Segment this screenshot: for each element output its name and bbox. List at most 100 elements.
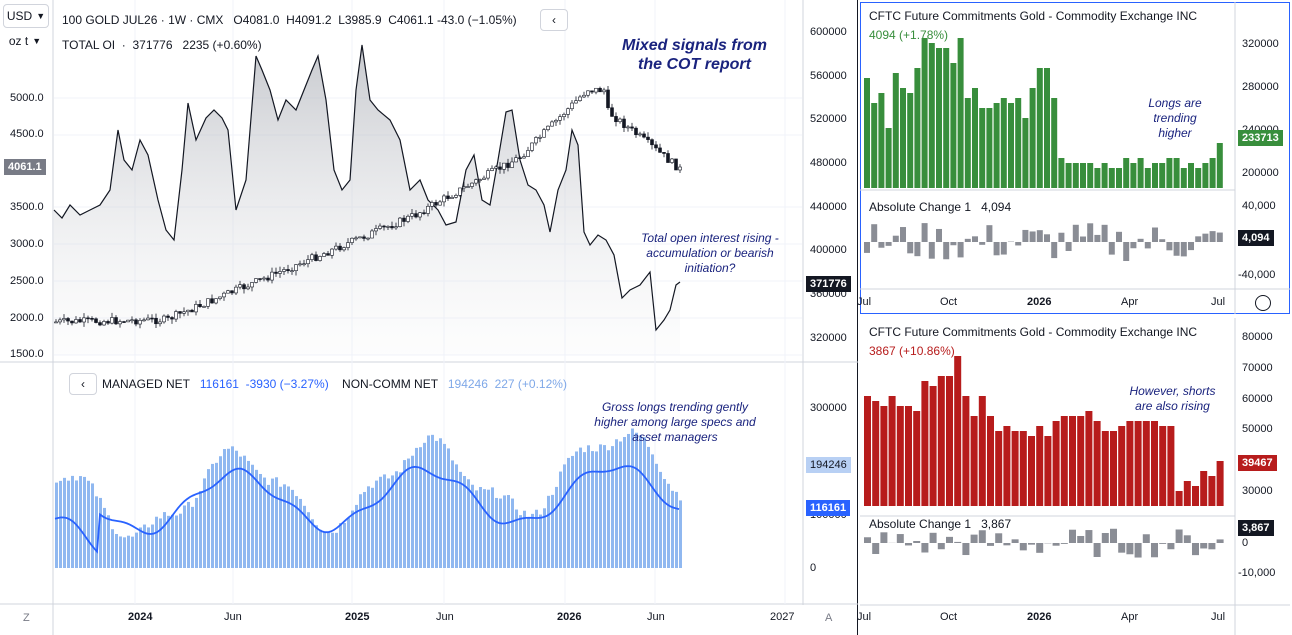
managed-net-line	[54, 465, 680, 554]
longs-change-bar	[928, 242, 935, 259]
longs-bar	[1094, 168, 1101, 188]
candle-body	[174, 311, 178, 320]
noncomm-bar	[563, 464, 566, 568]
longs-panel[interactable]	[860, 2, 1290, 314]
candle-body	[326, 253, 330, 256]
longs-change-bar	[1036, 230, 1043, 242]
candle-body	[206, 298, 210, 307]
timezone-button[interactable]: Z	[23, 612, 30, 624]
longs-change-bar	[1116, 231, 1122, 242]
longs-chart-canvas[interactable]	[860, 2, 1290, 314]
oi-value: 371776	[132, 38, 173, 52]
candle-body	[386, 226, 390, 228]
shorts-bar	[1028, 436, 1035, 506]
price-tick: 1500.0	[10, 348, 44, 360]
price-tick: 2000.0	[10, 312, 44, 324]
shorts-bar	[1216, 461, 1224, 506]
shorts-bar	[987, 416, 994, 506]
noncomm-bar	[515, 509, 518, 568]
candle-body	[234, 286, 238, 294]
candle-body	[654, 144, 658, 149]
settings-icon[interactable]	[1255, 295, 1271, 311]
longs-annotation: Longs are trending higher	[1148, 96, 1202, 140]
shorts-change-bar	[1216, 539, 1224, 543]
longs-change-bar	[1015, 242, 1022, 246]
x-tick: Jun	[436, 611, 454, 623]
noncomm-bar	[671, 490, 674, 568]
candle-body	[78, 319, 82, 323]
candle-body	[158, 321, 162, 325]
noncomm-bar	[471, 484, 474, 568]
shorts-bar	[913, 411, 921, 506]
shorts-bar	[962, 396, 970, 506]
candle-body	[398, 217, 402, 227]
noncomm-label: NON-COMM NET	[342, 377, 438, 391]
noncomm-bar	[319, 529, 322, 568]
shorts-bar	[1192, 486, 1199, 506]
candle-body	[462, 186, 466, 189]
noncomm-bar	[259, 473, 262, 568]
noncomm-bar	[315, 525, 318, 568]
noncomm-bar	[327, 531, 330, 568]
candle-body	[114, 317, 118, 325]
noncomm-bar	[55, 482, 58, 568]
unit-select[interactable]: oz t ▼	[3, 30, 47, 52]
candle-body	[102, 321, 106, 326]
longs-tick: 200000	[1242, 167, 1279, 179]
shorts-change-bar	[1011, 539, 1019, 543]
noncomm-bar	[383, 474, 386, 568]
longs-bar	[1087, 163, 1094, 188]
candle-body	[494, 166, 498, 169]
high-value: 4091.2	[294, 13, 332, 27]
main-chart-panel[interactable]	[0, 0, 858, 635]
candle-body	[274, 271, 278, 274]
longs-change-bar	[936, 228, 942, 242]
shorts-change-bar	[921, 543, 929, 553]
shorts-change-bar	[929, 532, 937, 543]
collapse-lower-legend-button[interactable]: ‹	[69, 373, 97, 395]
candle-body	[478, 179, 482, 181]
shorts-x-tick: Oct	[940, 611, 958, 623]
longs-bar	[1202, 163, 1209, 188]
noncomm-bar	[427, 435, 430, 568]
auto-scale-button[interactable]: A	[825, 612, 833, 624]
x-tick: 2025	[345, 611, 370, 623]
shorts-bar	[1036, 426, 1044, 506]
candle-body	[290, 270, 294, 272]
candle-body	[254, 278, 258, 283]
shorts-x-tick: 2026	[1027, 611, 1052, 623]
noncomm-bar	[371, 487, 374, 568]
open-value: 4081.0	[242, 13, 280, 27]
shorts-chart-canvas[interactable]	[860, 318, 1290, 635]
noncomm-bar	[159, 518, 162, 568]
shorts-change-bar	[937, 543, 945, 550]
shorts-title: CFTC Future Commitments Gold - Commodity…	[869, 325, 1198, 339]
candle-body	[342, 247, 346, 251]
main-chart-canvas[interactable]	[0, 0, 858, 635]
noncomm-bar	[631, 428, 634, 568]
shorts-panel[interactable]	[860, 318, 1290, 635]
shorts-bar	[929, 386, 937, 506]
candle-body	[54, 321, 58, 324]
noncomm-bar	[527, 517, 530, 568]
collapse-legend-button[interactable]: ‹	[540, 9, 568, 31]
shorts-bar	[1159, 426, 1167, 506]
shorts-bar	[1019, 431, 1027, 506]
candle-body	[638, 133, 642, 136]
low-value: 3985.9	[344, 13, 382, 27]
noncomm-bar	[155, 516, 158, 568]
shorts-badge: 39467	[1238, 455, 1277, 471]
longs-bar	[928, 43, 935, 188]
longs-change-bar	[1173, 242, 1180, 256]
annotation-oi: Total open interest rising - accumulatio…	[641, 231, 779, 275]
candle-body	[566, 108, 570, 115]
noncomm-bar	[235, 450, 238, 568]
longs-badge: 233713	[1238, 130, 1283, 146]
candle-body	[126, 319, 130, 323]
candle-body	[162, 315, 166, 323]
candle-body	[674, 158, 678, 171]
currency-select[interactable]: USD ▼	[3, 4, 49, 28]
noncomm-bar	[483, 489, 486, 568]
noncomm-bar	[255, 469, 258, 568]
shorts-bar	[954, 356, 962, 506]
